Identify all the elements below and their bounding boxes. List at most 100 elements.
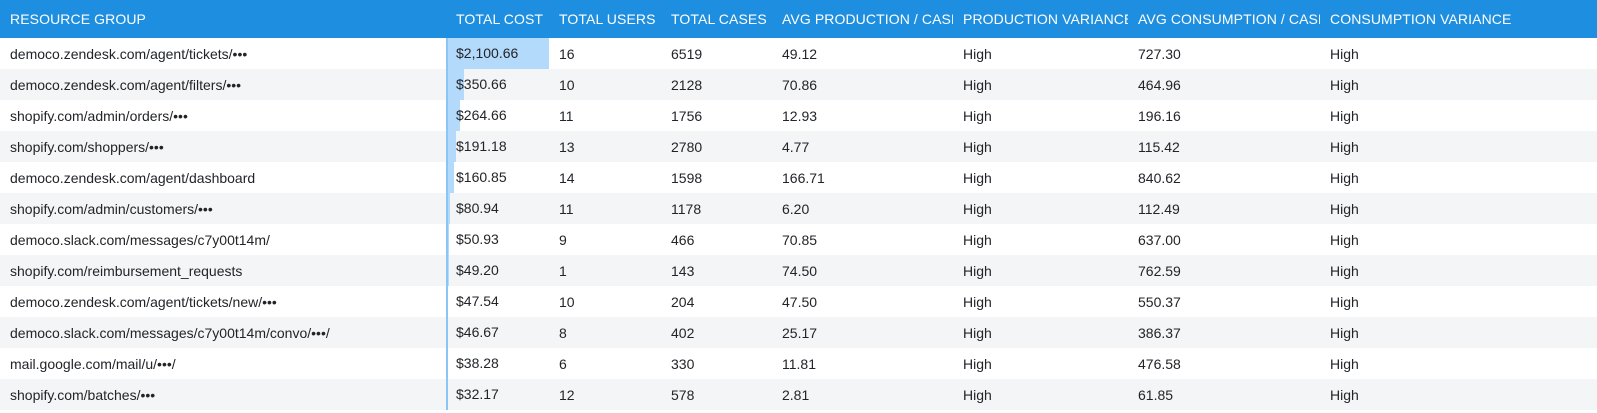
total-cost-cell: $2,100.66 bbox=[446, 38, 549, 69]
table-row[interactable]: democo.zendesk.com/agent/tickets/new/•••… bbox=[0, 286, 1597, 317]
resource-group-cell[interactable]: shopify.com/shoppers/••• bbox=[10, 138, 164, 155]
total-cases-cell: 1178 bbox=[671, 200, 702, 217]
column-header-total-cases[interactable]: TOTAL CASES bbox=[671, 11, 767, 27]
production-variance-cell: High bbox=[963, 262, 992, 279]
table-row[interactable]: shopify.com/reimbursement_requests $49.2… bbox=[0, 255, 1597, 286]
production-variance-cell: High bbox=[963, 107, 992, 124]
consumption-variance-cell: High bbox=[1330, 262, 1359, 279]
resource-group-cell[interactable]: mail.google.com/mail/u/•••/ bbox=[10, 355, 176, 372]
total-users-cell: 6 bbox=[559, 355, 567, 372]
consumption-variance-cell: High bbox=[1330, 293, 1359, 310]
resource-group-cell[interactable]: shopify.com/batches/••• bbox=[10, 386, 156, 403]
total-cases-cell: 2780 bbox=[671, 138, 703, 155]
avg-production-cell: 6.20 bbox=[782, 200, 810, 217]
table-body: democo.zendesk.com/agent/tickets/••• $2,… bbox=[0, 38, 1597, 410]
header-row: RESOURCE GROUP TOTAL COST TOTAL USERS TO… bbox=[0, 0, 1597, 38]
table-header: RESOURCE GROUP TOTAL COST TOTAL USERS TO… bbox=[0, 0, 1597, 38]
avg-production-cell: 70.86 bbox=[782, 76, 818, 93]
column-header-total-users[interactable]: TOTAL USERS bbox=[559, 11, 656, 27]
table-row[interactable]: shopify.com/batches/••• $32.17 12 578 2.… bbox=[0, 379, 1597, 410]
total-cases-cell: 204 bbox=[671, 293, 695, 310]
production-variance-cell: High bbox=[963, 386, 992, 403]
total-cost-cell: $47.54 bbox=[446, 286, 549, 317]
cost-bar bbox=[446, 38, 549, 69]
total-users-cell: 1 bbox=[559, 262, 567, 279]
total-cost-cell: $49.20 bbox=[446, 255, 549, 286]
column-header-consumption-variance[interactable]: CONSUMPTION VARIANCE bbox=[1330, 11, 1512, 27]
total-cost-value: $46.67 bbox=[456, 324, 499, 340]
cost-bar bbox=[446, 69, 465, 100]
column-header-avg-production[interactable]: AVG PRODUCTION / CASE bbox=[782, 11, 953, 27]
table-row[interactable]: democo.slack.com/messages/c7y00t14m/conv… bbox=[0, 317, 1597, 348]
avg-production-cell: 47.50 bbox=[782, 293, 818, 310]
avg-consumption-cell: 464.96 bbox=[1138, 76, 1181, 93]
avg-consumption-cell: 637.00 bbox=[1138, 231, 1181, 248]
total-users-cell: 10 bbox=[559, 293, 575, 310]
consumption-variance-cell: High bbox=[1330, 107, 1359, 124]
table-row[interactable]: democo.slack.com/messages/c7y00t14m/ $50… bbox=[0, 224, 1597, 255]
avg-consumption-cell: 727.30 bbox=[1138, 45, 1181, 62]
avg-consumption-cell: 840.62 bbox=[1138, 169, 1181, 186]
column-header-production-variance[interactable]: PRODUCTION VARIANCE bbox=[963, 11, 1128, 27]
avg-consumption-cell: 762.59 bbox=[1138, 262, 1181, 279]
avg-consumption-cell: 386.37 bbox=[1138, 324, 1181, 341]
table-row[interactable]: democo.zendesk.com/agent/filters/••• $35… bbox=[0, 69, 1597, 100]
total-cost-cell: $46.67 bbox=[446, 317, 549, 348]
cost-bar bbox=[446, 193, 451, 224]
resource-group-cell[interactable]: democo.zendesk.com/agent/dashboard bbox=[10, 169, 256, 186]
resource-group-cell[interactable]: democo.zendesk.com/agent/filters/••• bbox=[10, 76, 242, 93]
resource-group-cell[interactable]: democo.zendesk.com/agent/tickets/••• bbox=[10, 45, 248, 62]
total-users-cell: 16 bbox=[559, 45, 575, 62]
consumption-variance-cell: High bbox=[1330, 200, 1359, 217]
table-row[interactable]: democo.zendesk.com/agent/dashboard $160.… bbox=[0, 162, 1597, 193]
table-row[interactable]: mail.google.com/mail/u/•••/ $38.28 6 330… bbox=[0, 348, 1597, 379]
total-cost-cell: $38.28 bbox=[446, 348, 549, 379]
table-row[interactable]: shopify.com/shoppers/••• $191.18 13 2780… bbox=[0, 131, 1597, 162]
cost-bar bbox=[446, 131, 456, 162]
total-cost-value: $191.18 bbox=[456, 138, 507, 154]
avg-consumption-cell: 476.58 bbox=[1138, 355, 1181, 372]
table-row[interactable]: democo.zendesk.com/agent/tickets/••• $2,… bbox=[0, 38, 1597, 69]
total-users-cell: 10 bbox=[559, 76, 575, 93]
avg-production-cell: 49.12 bbox=[782, 45, 818, 62]
cost-bar bbox=[446, 317, 449, 348]
total-cases-cell: 402 bbox=[671, 324, 695, 341]
production-variance-cell: High bbox=[963, 355, 992, 372]
avg-consumption-cell: 550.37 bbox=[1138, 293, 1181, 310]
total-cost-cell: $160.85 bbox=[446, 162, 549, 193]
resource-group-cell[interactable]: shopify.com/admin/orders/••• bbox=[10, 107, 188, 124]
consumption-variance-cell: High bbox=[1330, 76, 1359, 93]
avg-consumption-cell: 196.16 bbox=[1138, 107, 1181, 124]
resource-group-cell[interactable]: democo.zendesk.com/agent/tickets/new/••• bbox=[10, 293, 277, 310]
consumption-variance-cell: High bbox=[1330, 324, 1359, 341]
total-cases-cell: 143 bbox=[671, 262, 695, 279]
avg-consumption-cell: 61.85 bbox=[1138, 386, 1174, 403]
total-cost-value: $80.94 bbox=[456, 200, 499, 216]
total-cases-cell: 1598 bbox=[671, 169, 703, 186]
production-variance-cell: High bbox=[963, 200, 992, 217]
avg-production-cell: 166.71 bbox=[782, 169, 825, 186]
column-header-total-cost[interactable]: TOTAL COST bbox=[456, 11, 544, 27]
cost-bar bbox=[446, 255, 449, 286]
resource-group-cell[interactable]: shopify.com/admin/customers/••• bbox=[10, 200, 213, 217]
resource-group-cell[interactable]: democo.slack.com/messages/c7y00t14m/conv… bbox=[10, 324, 330, 341]
total-cost-cell: $32.17 bbox=[446, 379, 549, 410]
production-variance-cell: High bbox=[963, 45, 992, 62]
consumption-variance-cell: High bbox=[1330, 355, 1359, 372]
table-row[interactable]: shopify.com/admin/customers/••• $80.94 1… bbox=[0, 193, 1597, 224]
total-cases-cell: 6519 bbox=[671, 45, 703, 62]
consumption-variance-cell: High bbox=[1330, 386, 1359, 403]
total-cases-cell: 1756 bbox=[671, 107, 703, 124]
total-cost-value: $160.85 bbox=[456, 169, 507, 185]
column-header-resource-group[interactable]: RESOURCE GROUP bbox=[10, 11, 146, 27]
total-cost-cell: $264.66 bbox=[446, 100, 549, 131]
resource-group-cell[interactable]: democo.slack.com/messages/c7y00t14m/ bbox=[10, 231, 270, 248]
column-header-avg-consumption[interactable]: AVG CONSUMPTION / CASE bbox=[1138, 11, 1320, 27]
total-users-cell: 8 bbox=[559, 324, 567, 341]
table-row[interactable]: shopify.com/admin/orders/••• $264.66 11 … bbox=[0, 100, 1597, 131]
resource-group-cell[interactable]: shopify.com/reimbursement_requests bbox=[10, 262, 243, 279]
avg-consumption-cell: 115.42 bbox=[1138, 138, 1180, 155]
total-users-cell: 11 bbox=[559, 107, 574, 124]
